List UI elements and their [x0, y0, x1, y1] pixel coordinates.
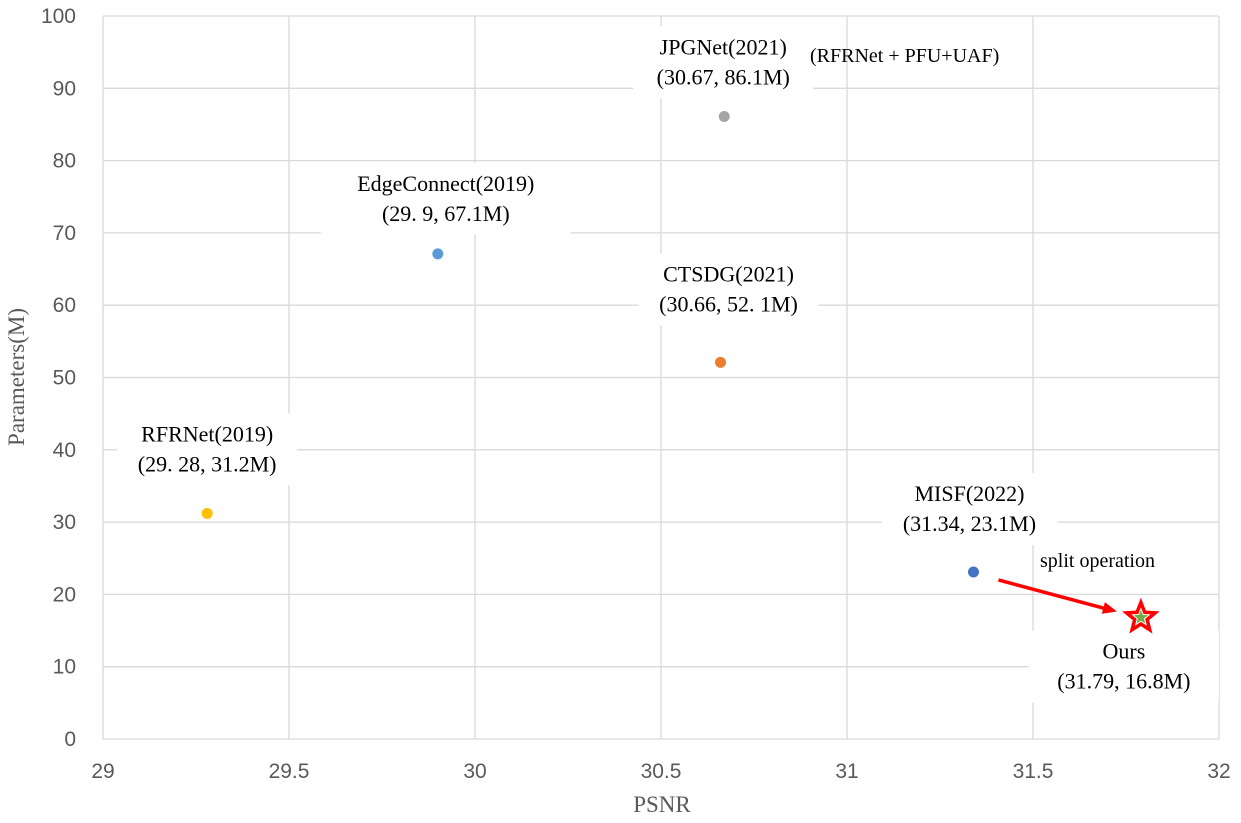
- point-labels: RFRNet(2019) (29. 28, 31.2M) EdgeConnect(2…: [138, 34, 1191, 693]
- x-tick-label: 31.5: [1013, 760, 1054, 783]
- y-tick-label: 80: [53, 150, 76, 173]
- data-point-misf: [967, 566, 979, 578]
- data-point-rfrnet: [201, 507, 213, 519]
- label-backgrounds: [117, 26, 1219, 703]
- rfrnet-label-name: RFRNet(2019): [141, 421, 273, 446]
- arrow-shaft: [998, 578, 1110, 612]
- y-tick-label: 40: [53, 439, 76, 462]
- x-tick-label: 29.5: [269, 760, 310, 783]
- split-operation-arrow: [998, 578, 1117, 614]
- jpgnet-label-background: [633, 26, 814, 99]
- ours-label-coords: (31.79, 16.8M): [1057, 669, 1190, 694]
- jpgnet-label-name: JPGNet(2021): [660, 34, 787, 59]
- y-axis-title: Parameters(M): [4, 308, 29, 446]
- ours-highlight-star: [1122, 597, 1160, 634]
- ctsdg-label-name: CTSDG(2021): [663, 261, 794, 286]
- edgeconnect-label-coords: (29. 9, 67.1M): [382, 201, 510, 226]
- y-tick-label: 100: [41, 5, 76, 28]
- jpgnet-note-label: (RFRNet + PFU+UAF): [810, 45, 999, 67]
- y-tick-label: 60: [53, 294, 76, 317]
- data-point-ours: [1133, 610, 1148, 624]
- x-tick-label: 31: [835, 760, 858, 783]
- ours-label-name: Ours: [1102, 639, 1145, 664]
- y-tick-label: 50: [53, 367, 76, 390]
- misf-label-name: MISF(2022): [914, 481, 1024, 506]
- data-point-ctsdg: [715, 356, 727, 368]
- x-tick-label: 29: [91, 760, 114, 783]
- misf-label-background: [881, 472, 1057, 545]
- data-point-edgeconnect: [432, 248, 444, 260]
- edgeconnect-label-name: EdgeConnect(2019): [357, 171, 534, 196]
- x-tick-label: 30.5: [641, 760, 682, 783]
- ctsdg-label-background: [638, 253, 819, 326]
- rfrnet-label-background: [117, 413, 298, 486]
- x-tick-label: 30: [463, 760, 486, 783]
- misf-label-coords: (31.34, 23.1M): [903, 511, 1036, 536]
- rfrnet-label-coords: (29. 28, 31.2M): [138, 451, 277, 476]
- data-point-jpgnet: [718, 110, 730, 122]
- y-tick-label: 20: [53, 583, 76, 606]
- arrow-head: [1101, 602, 1117, 614]
- y-tick-label: 10: [53, 656, 76, 679]
- data-points: [201, 110, 1160, 634]
- y-tick-label: 70: [53, 222, 76, 245]
- x-tick-label: 32: [1207, 760, 1230, 783]
- y-tick-label: 0: [64, 728, 76, 751]
- ctsdg-label-coords: (30.66, 52. 1M): [659, 291, 798, 316]
- y-tick-label: 90: [53, 77, 76, 100]
- x-axis-title: PSNR: [633, 792, 691, 817]
- edgeconnect-label-background: [320, 162, 571, 235]
- ours-label-background: [1028, 630, 1219, 703]
- y-tick-labels: 0 10 20 30 40 50 60 70 80 90 100: [41, 5, 76, 751]
- jpgnet-label-coords: (30.67, 86.1M): [657, 64, 790, 89]
- x-tick-labels: 29 29.5 30 30.5 31 31.5 32: [91, 760, 1230, 783]
- y-tick-label: 30: [53, 511, 76, 534]
- split-operation-label: split operation: [1040, 550, 1155, 572]
